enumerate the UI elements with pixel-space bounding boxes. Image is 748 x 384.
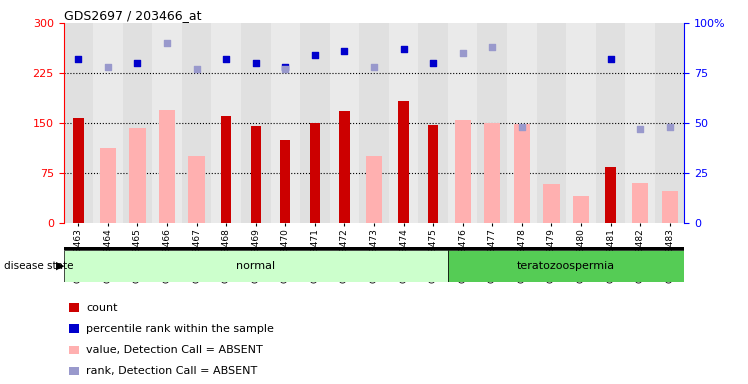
Bar — [605, 167, 616, 223]
Text: GDS2697 / 203466_at: GDS2697 / 203466_at — [64, 9, 201, 22]
Bar — [64, 23, 94, 223]
Bar — [484, 123, 500, 223]
Point — [457, 50, 469, 56]
Point — [191, 66, 203, 72]
Bar — [123, 23, 153, 223]
Bar — [64, 250, 448, 282]
Bar — [661, 192, 678, 223]
Point — [279, 66, 291, 72]
Text: percentile rank within the sample: percentile rank within the sample — [86, 324, 274, 334]
Point — [486, 44, 498, 50]
Bar — [507, 23, 536, 223]
Text: rank, Detection Call = ABSENT: rank, Detection Call = ABSENT — [86, 366, 257, 376]
Bar — [310, 123, 320, 223]
Point — [309, 52, 321, 58]
Bar — [654, 23, 684, 223]
Bar — [159, 109, 175, 223]
Bar — [94, 23, 123, 223]
Point — [427, 60, 439, 66]
Bar — [99, 147, 116, 223]
Bar — [477, 23, 507, 223]
Bar — [418, 23, 448, 223]
Bar — [271, 23, 300, 223]
Bar — [129, 127, 146, 223]
Bar — [280, 139, 290, 223]
Bar — [188, 156, 205, 223]
Point — [634, 126, 646, 132]
Bar — [366, 156, 382, 223]
Bar — [448, 23, 477, 223]
Text: value, Detection Call = ABSENT: value, Detection Call = ABSENT — [86, 345, 263, 355]
Bar — [340, 111, 349, 223]
Point — [398, 46, 410, 52]
Point — [102, 64, 114, 70]
Bar — [221, 116, 231, 223]
Bar — [69, 324, 79, 333]
Bar — [536, 23, 566, 223]
Point — [132, 60, 144, 66]
Bar — [428, 125, 438, 223]
Point — [663, 124, 675, 130]
Bar — [573, 196, 589, 223]
Bar — [241, 23, 271, 223]
Point — [338, 48, 350, 54]
Bar — [182, 23, 212, 223]
Bar — [300, 23, 330, 223]
Bar — [514, 124, 530, 223]
Text: count: count — [86, 303, 117, 313]
Point — [368, 64, 380, 70]
Bar — [73, 118, 84, 223]
Point — [279, 64, 291, 70]
Point — [516, 124, 528, 130]
Bar — [566, 23, 595, 223]
Bar — [543, 184, 560, 223]
Bar — [251, 126, 261, 223]
Bar — [448, 250, 684, 282]
Bar — [153, 23, 182, 223]
Point — [73, 56, 85, 62]
Text: ▶: ▶ — [56, 261, 64, 271]
Bar — [330, 23, 359, 223]
Point — [220, 56, 232, 62]
Point — [250, 60, 262, 66]
Bar — [595, 23, 625, 223]
Bar — [399, 101, 408, 223]
Bar — [359, 23, 389, 223]
Bar — [632, 183, 649, 223]
Bar — [455, 119, 470, 223]
Bar — [69, 346, 79, 354]
Point — [604, 56, 616, 62]
Text: disease state: disease state — [4, 261, 73, 271]
Text: teratozoospermia: teratozoospermia — [517, 261, 615, 271]
Bar — [69, 367, 79, 375]
Bar — [212, 23, 241, 223]
Bar — [625, 23, 654, 223]
Point — [161, 40, 173, 46]
Bar — [389, 23, 418, 223]
Bar — [69, 303, 79, 312]
Text: normal: normal — [236, 261, 275, 271]
